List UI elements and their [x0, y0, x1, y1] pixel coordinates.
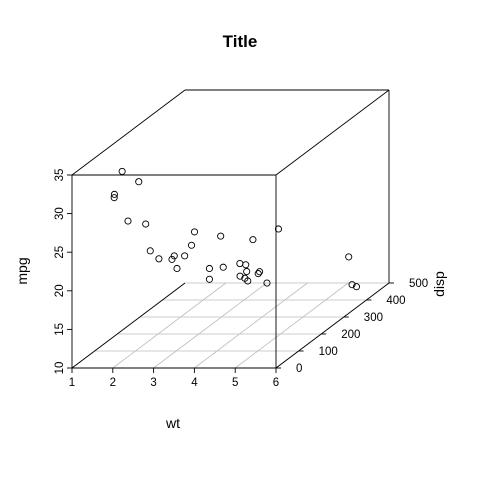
data-point [217, 232, 225, 240]
box-edge [275, 89, 390, 176]
x-tick-label: 6 [273, 377, 279, 389]
data-point [348, 281, 356, 289]
data-point [170, 252, 178, 260]
data-point [236, 272, 244, 280]
y-tick-label: 0 [296, 363, 302, 375]
y-tick-label: 100 [319, 346, 338, 358]
data-point [110, 194, 118, 202]
z-tick-label: 10 [54, 362, 66, 375]
data-point [124, 217, 132, 225]
x-tick-label: 1 [69, 377, 75, 389]
data-point [274, 225, 283, 233]
z-tick-label: 20 [54, 284, 66, 297]
data-point [142, 220, 150, 228]
data-point [187, 241, 196, 249]
y-tick-label: 500 [409, 278, 428, 290]
data-point [219, 263, 227, 271]
chart-title: Title [223, 32, 258, 51]
y-tick-label: 300 [364, 312, 383, 324]
data-points [110, 167, 361, 291]
data-point [205, 275, 213, 283]
data-point [118, 167, 126, 175]
y-tick-label: 400 [386, 295, 405, 307]
y-axis-label: disp [431, 271, 447, 297]
data-point [243, 267, 251, 276]
data-point [244, 277, 252, 285]
floor-grid-line-x [112, 282, 227, 369]
data-point [135, 178, 143, 186]
floor-grid-line-x [153, 282, 267, 369]
data-point [352, 283, 361, 291]
x-axis-label: wt [165, 415, 180, 431]
data-point [205, 264, 213, 273]
z-tick-label: 30 [54, 207, 66, 220]
floor-grid [71, 282, 390, 369]
y-tick-label: 200 [341, 329, 360, 341]
z-tick-label: 25 [54, 246, 66, 259]
data-point [263, 279, 271, 287]
box-edge [275, 282, 390, 369]
x-tick-label: 4 [191, 377, 198, 389]
box-edge [71, 282, 186, 369]
data-point [236, 260, 244, 268]
floor-grid-line-x [234, 282, 349, 369]
z-axis-label: mpg [14, 257, 30, 284]
x-tick-label: 2 [110, 377, 116, 389]
data-point [155, 255, 163, 263]
data-point [254, 270, 262, 278]
floor-grid-line-x [194, 282, 308, 369]
data-point [146, 247, 154, 255]
box-edge [71, 89, 186, 176]
x-tick-label: 3 [150, 377, 156, 389]
data-point [110, 190, 118, 198]
plot-box [71, 89, 390, 369]
data-point [242, 261, 250, 269]
z-tick-label: 35 [54, 169, 66, 182]
data-point [345, 253, 353, 261]
z-tick-label: 15 [54, 323, 66, 336]
data-point [181, 252, 189, 260]
data-point [256, 268, 264, 276]
data-point [249, 236, 257, 244]
data-point [173, 264, 181, 273]
data-point [168, 255, 176, 263]
data-point [190, 228, 199, 236]
x-tick-label: 5 [232, 377, 238, 389]
